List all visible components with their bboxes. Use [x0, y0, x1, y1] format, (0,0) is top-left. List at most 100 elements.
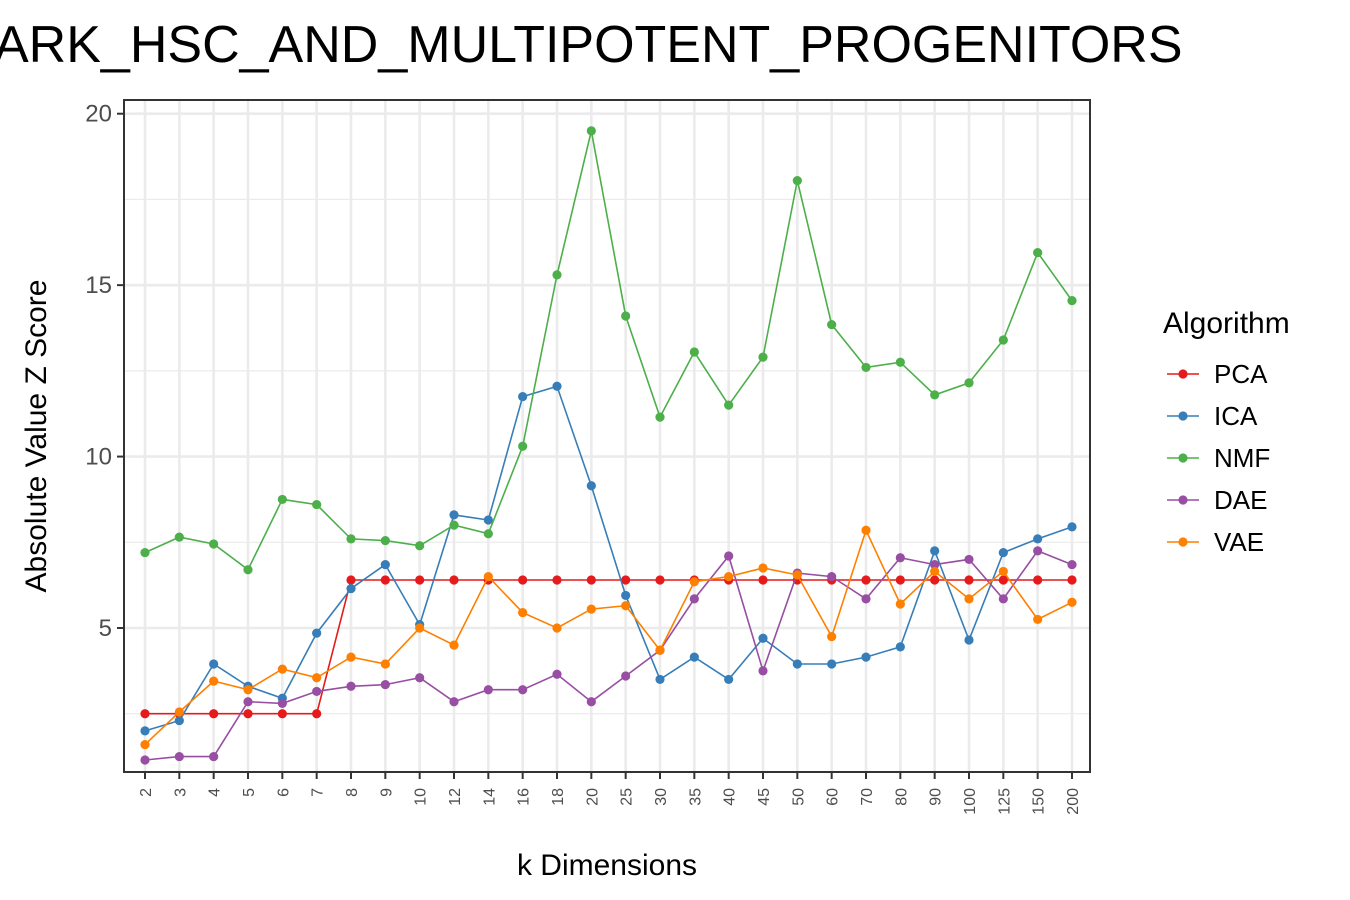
data-point-dae [174, 751, 184, 762]
data-point-ica [930, 546, 940, 556]
y-axis: 5 10 15 20 [85, 101, 124, 642]
data-point-nmf [243, 565, 253, 575]
x-tick-label: 200 [1065, 788, 1082, 815]
data-point-pca [140, 709, 150, 719]
data-point-ica [758, 633, 768, 643]
x-tick-label: 2 [138, 788, 155, 797]
data-point-ica [655, 674, 665, 685]
data-point-nmf [346, 534, 356, 544]
data-point-vae [277, 664, 287, 674]
legend-key-point-dae [1178, 495, 1188, 505]
x-tick-label: 45 [756, 788, 773, 806]
legend-title: Algorithm [1163, 307, 1290, 340]
data-point-ica [140, 726, 150, 736]
x-tick-label: 25 [619, 788, 636, 806]
data-point-dae [689, 594, 699, 604]
data-point-nmf [174, 532, 184, 542]
data-point-pca [1067, 575, 1077, 585]
data-point-dae [758, 666, 768, 676]
data-point-vae [243, 685, 253, 695]
y-tick-label: 10 [85, 444, 112, 471]
series-line-ica [144, 385, 1073, 732]
data-point-pca [586, 575, 596, 585]
x-tick-label: 40 [722, 788, 739, 806]
data-point-pca [518, 575, 528, 585]
data-point-nmf [827, 319, 837, 330]
data-point-dae [621, 671, 631, 681]
x-tick-label: 35 [687, 788, 704, 806]
legend-key-point-nmf [1178, 453, 1188, 463]
data-point-vae [655, 645, 665, 655]
series-line-pca [145, 579, 1072, 715]
legend-key-point-vae [1178, 537, 1188, 547]
data-point-pca [621, 575, 631, 585]
data-point-vae [1067, 597, 1077, 607]
x-tick-label: 80 [893, 788, 910, 806]
legend-label-ica: ICA [1214, 401, 1258, 431]
chart-title: ARK_HSC_AND_MULTIPOTENT_PROGENITORS [0, 16, 1183, 74]
data-point-nmf [998, 335, 1008, 345]
data-point-nmf [964, 378, 974, 388]
data-point-vae [689, 577, 699, 587]
legend-label-nmf: NMF [1214, 443, 1270, 473]
data-point-vae [827, 631, 837, 642]
data-point-nmf [449, 520, 459, 530]
data-point-dae [140, 755, 150, 765]
x-tick-label: 10 [413, 788, 430, 806]
data-point-vae [758, 563, 768, 573]
x-tick-label: 14 [481, 788, 498, 806]
data-point-nmf [209, 539, 219, 549]
y-tick-label: 15 [85, 272, 112, 299]
data-point-ica [483, 515, 493, 525]
x-tick-label: 12 [447, 788, 464, 806]
x-tick-label: 50 [790, 788, 807, 806]
data-point-dae [586, 697, 596, 707]
data-point-ica [552, 381, 562, 391]
data-point-dae [346, 681, 356, 691]
x-tick-label: 8 [344, 788, 361, 797]
data-point-ica [209, 659, 219, 669]
data-point-pca [415, 575, 425, 585]
data-point-nmf [930, 390, 940, 400]
data-point-pca [1033, 575, 1043, 585]
legend-label-vae: VAE [1214, 527, 1264, 557]
data-point-vae [209, 676, 219, 686]
data-point-dae [243, 697, 253, 707]
data-point-vae [518, 607, 528, 618]
data-point-nmf [1067, 295, 1077, 306]
series-line-dae [144, 549, 1073, 761]
grid [124, 100, 1090, 772]
data-point-ica [586, 481, 596, 491]
data-point-nmf [621, 311, 631, 321]
legend: Algorithm PCA ICA NMF DAE VAE [1163, 307, 1290, 557]
x-tick-label: 100 [962, 788, 979, 815]
data-point-dae [552, 669, 562, 679]
data-point-ica [964, 635, 974, 645]
x-tick-label: 18 [550, 788, 567, 806]
data-point-pca [998, 575, 1008, 585]
plot-panel-border [123, 99, 1091, 773]
data-point-dae [964, 554, 974, 565]
x-tick-label: 6 [275, 788, 292, 797]
data-point-vae [380, 659, 390, 669]
data-point-vae [895, 599, 905, 609]
data-point-dae [930, 559, 940, 570]
data-point-dae [724, 551, 734, 561]
data-point-dae [1067, 559, 1077, 570]
data-point-pca [758, 575, 768, 585]
x-tick-label: 30 [653, 788, 670, 806]
data-point-dae [861, 594, 871, 604]
data-point-ica [174, 715, 184, 726]
legend-key-point-ica [1178, 411, 1188, 421]
x-tick-label: 7 [310, 788, 327, 797]
y-tick-label: 20 [85, 101, 112, 128]
data-point-ica [895, 642, 905, 652]
x-tick-label: 16 [516, 788, 533, 806]
data-point-vae [449, 640, 459, 650]
data-point-ica [1033, 534, 1043, 544]
data-point-ica [1067, 522, 1077, 532]
x-tick-label: 5 [241, 788, 258, 797]
data-point-vae [174, 707, 184, 717]
data-point-ica [518, 391, 528, 402]
